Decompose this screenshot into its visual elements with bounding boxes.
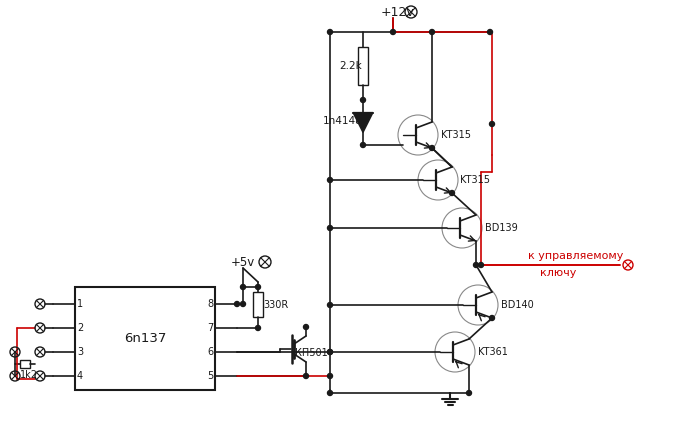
Circle shape	[235, 301, 239, 306]
Circle shape	[255, 284, 260, 289]
Circle shape	[328, 303, 333, 308]
Bar	[253, 292, 263, 317]
Bar	[20, 360, 30, 368]
Text: 2: 2	[77, 323, 84, 333]
Circle shape	[489, 316, 494, 320]
Text: 5: 5	[207, 371, 213, 381]
Circle shape	[487, 30, 493, 35]
Circle shape	[361, 143, 365, 148]
Text: 6: 6	[207, 347, 213, 357]
Circle shape	[328, 349, 333, 354]
Text: 330R: 330R	[263, 300, 288, 309]
Text: 4: 4	[77, 371, 83, 381]
Circle shape	[328, 225, 333, 230]
Text: 3: 3	[77, 347, 83, 357]
Circle shape	[255, 325, 260, 330]
Circle shape	[390, 30, 395, 35]
Circle shape	[328, 349, 333, 354]
Circle shape	[466, 390, 471, 395]
Circle shape	[361, 97, 365, 103]
Text: 6n137: 6n137	[124, 332, 166, 345]
Text: BD140: BD140	[501, 300, 534, 310]
Circle shape	[450, 190, 454, 195]
Text: 7: 7	[207, 323, 213, 333]
Text: 8: 8	[207, 299, 213, 309]
Circle shape	[303, 373, 308, 379]
Text: КП501: КП501	[295, 348, 328, 358]
Text: 1: 1	[77, 299, 83, 309]
Circle shape	[328, 390, 333, 395]
Text: ключу: ключу	[540, 268, 576, 278]
Text: BD139: BD139	[485, 223, 518, 233]
Polygon shape	[353, 113, 373, 133]
Circle shape	[473, 262, 479, 268]
Text: KT361: KT361	[478, 347, 508, 357]
Circle shape	[328, 178, 333, 182]
Circle shape	[241, 301, 246, 306]
Circle shape	[328, 373, 333, 379]
Text: KT315: KT315	[441, 130, 471, 140]
Circle shape	[479, 262, 484, 268]
Circle shape	[241, 284, 246, 289]
Circle shape	[429, 30, 434, 35]
Circle shape	[303, 325, 308, 330]
Bar	[75, 287, 215, 390]
Text: 1n4148: 1n4148	[323, 116, 363, 125]
Bar	[358, 47, 368, 85]
Circle shape	[429, 146, 434, 151]
Text: 2.2k: 2.2k	[339, 61, 362, 71]
Text: +12v: +12v	[381, 6, 415, 19]
Text: 1k2: 1k2	[20, 370, 38, 380]
Circle shape	[489, 122, 494, 127]
Circle shape	[328, 30, 333, 35]
Text: к управляемому: к управляемому	[528, 251, 624, 261]
Text: KT315: KT315	[460, 175, 490, 185]
Text: +5v: +5v	[231, 255, 255, 268]
